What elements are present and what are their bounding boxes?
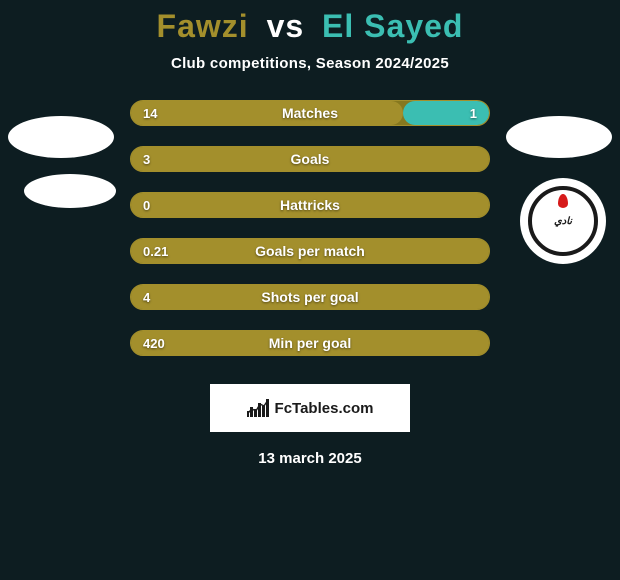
comparison-card: Fawzi vs El Sayed Club competitions, Sea…: [0, 0, 620, 580]
brand-trend-line: [247, 399, 269, 417]
stat-label: Hattricks: [131, 193, 489, 217]
player1-name: Fawzi: [157, 8, 249, 44]
brand-chart-icon: [247, 399, 269, 417]
stat-row: 141Matches: [130, 100, 490, 126]
player1-badge-oval-2: [24, 174, 116, 208]
subtitle: Club competitions, Season 2024/2025: [0, 55, 620, 72]
player2-club-logo: نادي: [520, 178, 606, 264]
brand-text: FcTables.com: [275, 400, 374, 417]
flame-icon: [558, 194, 568, 208]
club-logo-ring: نادي: [528, 186, 598, 256]
stat-label: Matches: [131, 101, 489, 125]
stat-label: Goals per match: [131, 239, 489, 263]
player2-name: El Sayed: [322, 8, 463, 44]
brand-box: FcTables.com: [210, 384, 410, 432]
stat-label: Shots per goal: [131, 285, 489, 309]
player1-badge-oval: [8, 116, 114, 158]
stat-row: 0.21Goals per match: [130, 238, 490, 264]
page-title: Fawzi vs El Sayed: [0, 8, 620, 45]
stat-row: 4Shots per goal: [130, 284, 490, 310]
stat-label: Min per goal: [131, 331, 489, 355]
stat-label: Goals: [131, 147, 489, 171]
stat-row: 420Min per goal: [130, 330, 490, 356]
stat-row: 3Goals: [130, 146, 490, 172]
club-script-text: نادي: [554, 216, 572, 227]
stat-row: 0Hattricks: [130, 192, 490, 218]
vs-label: vs: [267, 8, 305, 44]
date-label: 13 march 2025: [0, 450, 620, 467]
player2-badge-oval: [506, 116, 612, 158]
